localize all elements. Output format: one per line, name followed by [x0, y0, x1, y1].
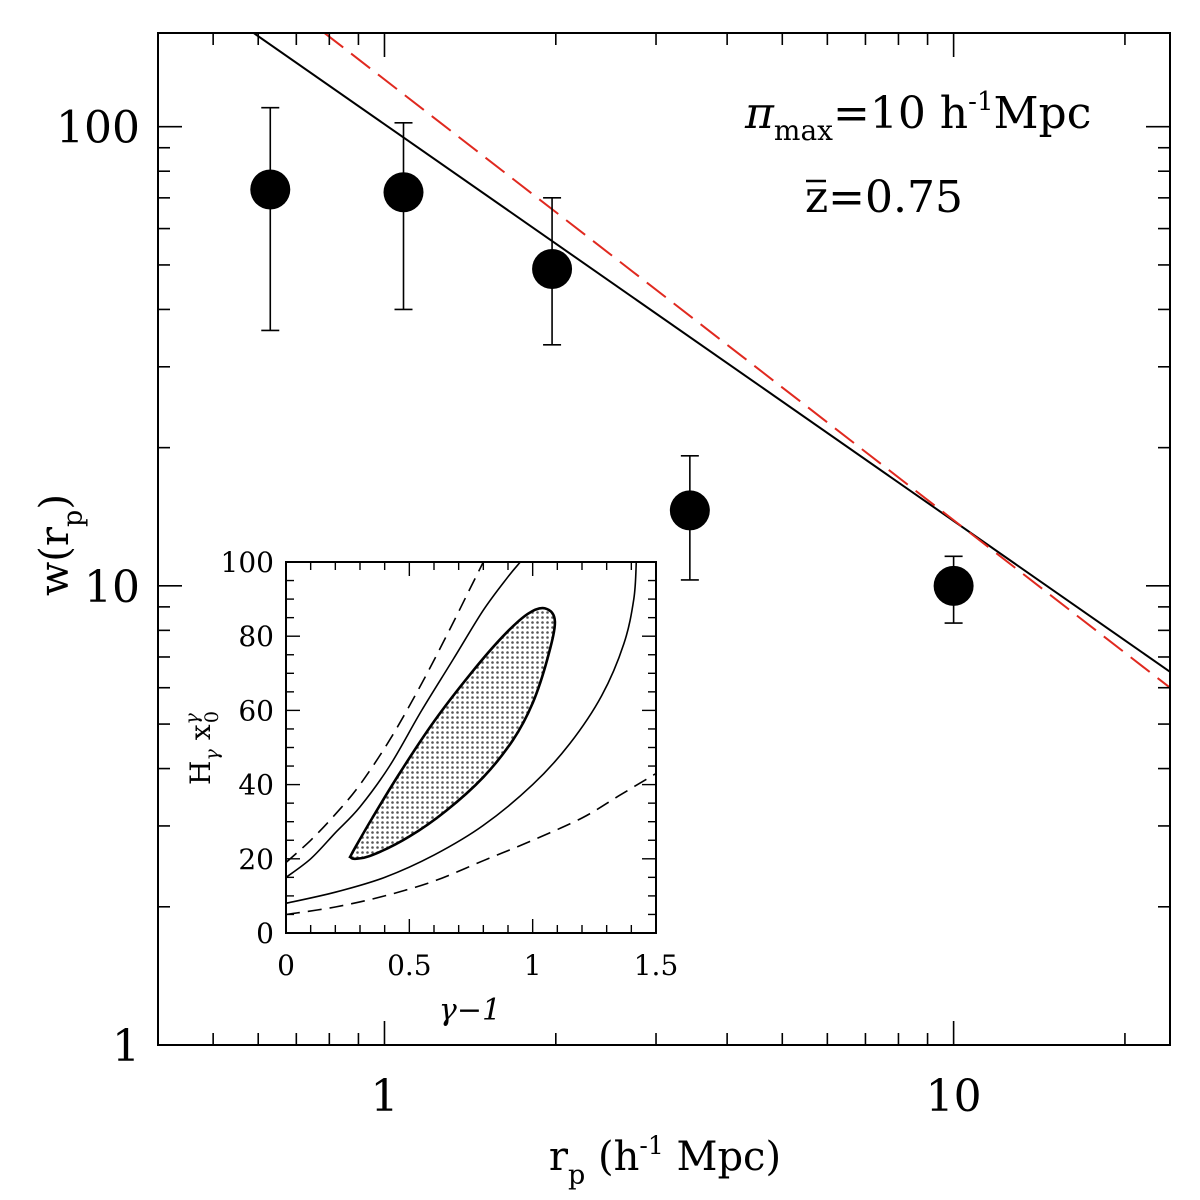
pi-max-annotation: πmax=10 h-1Mpc: [744, 87, 1091, 147]
data-marker: [669, 490, 710, 531]
inset-y-tick-label: 40: [238, 769, 274, 802]
inset-y-axis-label: Hγ xγ0: [181, 711, 223, 785]
z-annotation: z=0.75: [805, 172, 963, 223]
inset-contour-plot: 0 0.5 1 1.5 0 20 40 60 80 100 γ−1 Hγ xγ0: [181, 546, 678, 1028]
data-point: [669, 454, 710, 581]
inset-x-axis-label: γ−1: [439, 993, 501, 1028]
data-points: [250, 106, 974, 624]
inset-x-tick-label: 0.5: [387, 949, 432, 982]
x-tick-label: 10: [926, 1071, 982, 1122]
inset-x-tick-label: 1.5: [634, 949, 679, 982]
confidence-contours: [286, 562, 656, 916]
data-marker: [933, 565, 974, 606]
inset-y-tick-label: 0: [256, 917, 274, 950]
y-tick-label: 1: [112, 1021, 140, 1072]
inset-x-tick-label: 0: [277, 949, 295, 982]
y-tick-label: 100: [56, 103, 140, 154]
x-tick-label: 1: [370, 1071, 398, 1122]
fit-line-black-fit: [251, 33, 1170, 673]
contour-2-sigma-lower: [286, 562, 638, 905]
main-plot-frame: [157, 32, 1171, 1046]
inset-x-tick-label: 1: [524, 949, 542, 982]
x-axis-label: rp (h-1 Mpc): [549, 1131, 781, 1191]
data-point: [933, 555, 974, 624]
inset-frame: [285, 561, 657, 934]
contour-3-sigma-lower: [286, 772, 656, 916]
data-marker: [532, 248, 573, 289]
fit-line-red-fit: [322, 33, 1170, 689]
data-point: [383, 121, 424, 311]
inset-y-tick-label: 80: [238, 620, 274, 653]
contour-1-sigma-filled: [348, 606, 557, 861]
inset-y-tick-label: 20: [238, 843, 274, 876]
contour-3-sigma-upper: [286, 562, 485, 864]
inset-y-tick-label: 60: [238, 694, 274, 727]
data-marker: [250, 169, 291, 210]
data-point: [250, 106, 291, 332]
fit-lines: [251, 33, 1170, 689]
data-point: [532, 197, 573, 346]
inset-y-tick-label: 100: [221, 546, 274, 579]
y-tick-label: 10: [84, 562, 140, 613]
y-axis-label: w(rp): [32, 494, 89, 596]
inset-tick-labels: 0 0.5 1 1.5 0 20 40 60 80 100: [221, 546, 679, 982]
data-marker: [383, 172, 424, 213]
contour-2-sigma-upper: [286, 562, 521, 879]
